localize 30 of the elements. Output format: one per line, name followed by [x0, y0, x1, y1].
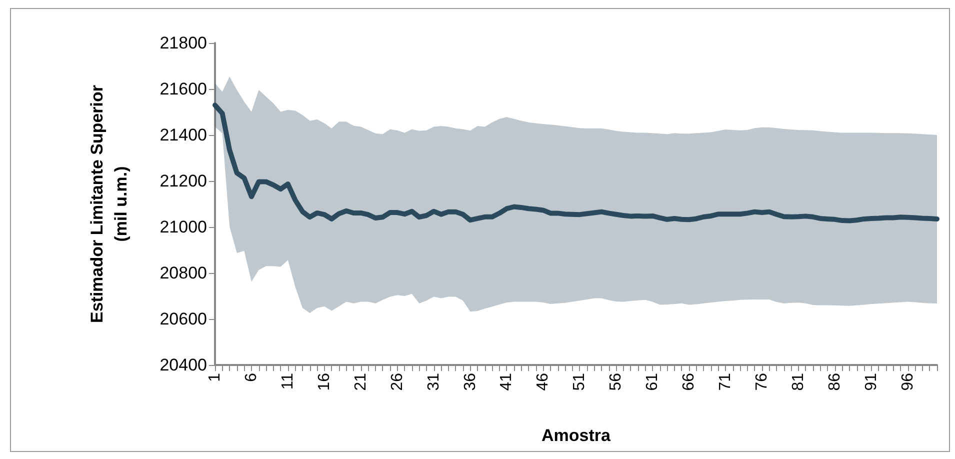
x-tick-label: 71 [717, 372, 734, 391]
x-axis-title: Amostra [542, 426, 612, 445]
x-tick-label: 46 [534, 372, 552, 391]
x-tick-label: 81 [790, 372, 807, 391]
x-tick-label: 36 [462, 372, 479, 391]
y-tick-label: 20600 [160, 310, 207, 328]
y-tick-label: 21000 [160, 218, 207, 236]
y-axis-title: Estimador Limitante Superior (mil u.m.) [88, 84, 130, 324]
y-tick-label: 21600 [160, 80, 207, 98]
x-tick-label: 21 [352, 372, 370, 391]
x-tick-label: 11 [279, 372, 296, 390]
y-tick-label: 21400 [160, 126, 207, 144]
x-tick-label: 6 [242, 372, 260, 382]
y-tick-label: 20800 [160, 264, 207, 282]
y-tick-label: 20400 [160, 356, 207, 374]
x-tick-label: 66 [680, 372, 698, 391]
x-tick-label: 96 [899, 372, 916, 391]
x-tick-label: 16 [316, 372, 333, 391]
x-tick-label: 41 [498, 372, 516, 391]
x-tick-label: 91 [862, 372, 880, 391]
x-tick-label: 31 [425, 372, 442, 391]
x-tick-label: 51 [571, 372, 588, 391]
x-tick-label: 56 [608, 372, 625, 391]
y-tick-label: 21200 [160, 172, 207, 190]
x-tick-label: 1 [206, 372, 224, 382]
x-tick-label: 76 [753, 372, 770, 391]
y-tick-label: 21800 [160, 34, 207, 52]
x-tick-label: 61 [644, 372, 662, 391]
x-tick-label: 86 [826, 372, 844, 391]
x-tick-label: 26 [388, 372, 406, 391]
